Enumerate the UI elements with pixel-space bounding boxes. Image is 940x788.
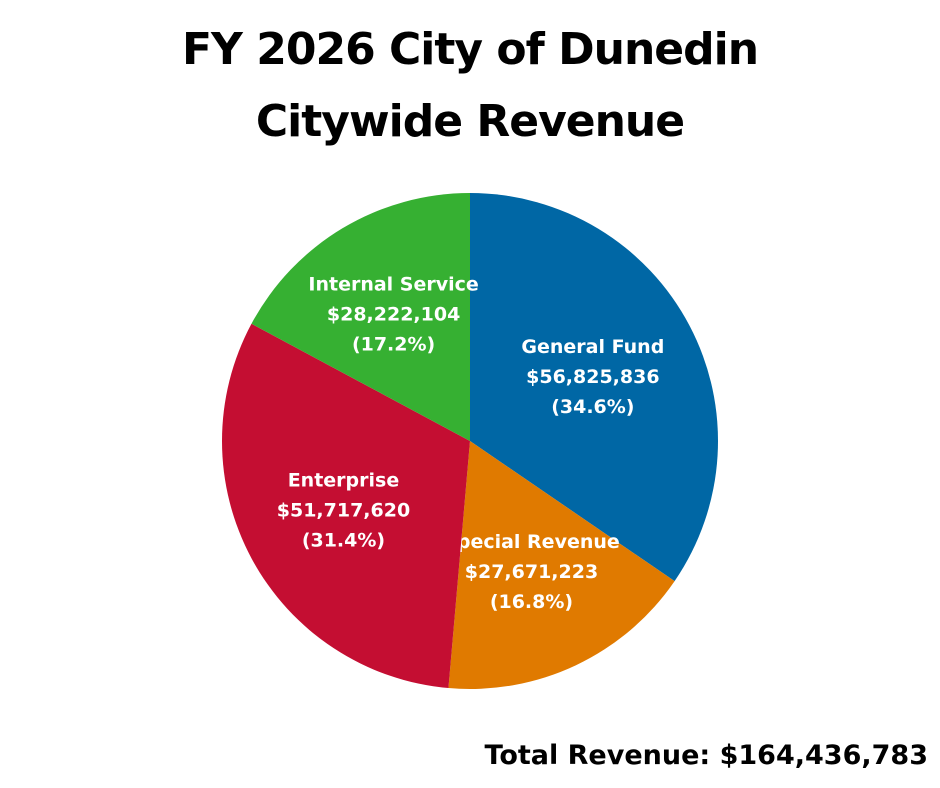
slice-label-special-revenue-percent: (16.8%) [490,591,573,613]
slice-label-enterprise-percent: (31.4%) [302,529,385,551]
pie-slice-general-fund [470,193,718,582]
slice-label-enterprise-amount: $51,717,620 [277,499,410,521]
chart-title-line-1: FY 2026 City of Dunedin [181,24,759,75]
slice-label-special-revenue-amount: $27,671,223 [465,561,598,583]
slice-label-general-fund-name: General Fund [521,336,664,358]
pie-slice-enterprise [221,323,470,689]
slice-label-special-revenue-name: Special Revenue [443,531,620,553]
slice-label-general-fund-amount: $56,825,836 [526,366,659,388]
slice-label-general-fund-percent: (34.6%) [551,396,634,418]
chart-title-line-2: Citywide Revenue [255,96,685,147]
slice-label-internal-service-amount: $28,222,104 [327,303,460,325]
total-revenue-label: Total Revenue: $164,436,783 [484,740,928,771]
pie-slice-special-revenue [448,441,675,690]
slice-label-internal-service-percent: (17.2%) [352,333,435,355]
slice-label-internal-service-name: Internal Service [308,273,478,295]
slice-label-enterprise-name: Enterprise [288,469,400,491]
pie-slice-internal-service [251,193,470,441]
